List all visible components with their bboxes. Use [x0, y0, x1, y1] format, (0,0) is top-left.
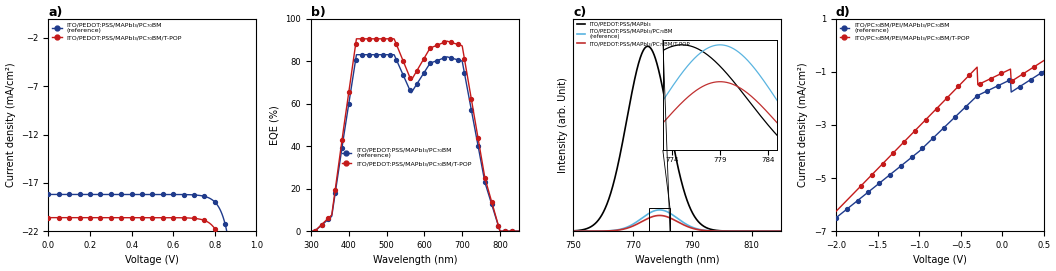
- Text: d): d): [836, 6, 851, 18]
- Bar: [649, 208, 670, 231]
- Legend: ITO/PEDOT:PSS/MAPbI₃/PC₇₀BM
(reference), ITO/PEDOT:PSS/MAPbI₃/PC₇₀BM/T-POP: ITO/PEDOT:PSS/MAPbI₃/PC₇₀BM (reference),…: [52, 22, 183, 41]
- Text: c): c): [573, 6, 587, 18]
- Legend: ITO/PC₇₀BM/PEI/MAPbI₃/PC₇₀BM
(reference), ITO/PC₇₀BM/PEI/MAPbI₃/PC₇₀BM/T-POP: ITO/PC₇₀BM/PEI/MAPbI₃/PC₇₀BM (reference)…: [840, 22, 970, 41]
- X-axis label: Voltage (V): Voltage (V): [126, 256, 180, 265]
- Y-axis label: Intensity (arb. Unit): Intensity (arb. Unit): [558, 77, 568, 173]
- Y-axis label: Current density (mA/cm²): Current density (mA/cm²): [5, 63, 16, 187]
- X-axis label: Wavelength (nm): Wavelength (nm): [373, 256, 457, 265]
- Y-axis label: EQE (%): EQE (%): [270, 105, 280, 145]
- Legend: ITO/PEDOT:PSS/MAPbI₃, ITO/PEDOT:PSS/MAPbI₃/PC₇₀BM
(reference), ITO/PEDOT:PSS/MAP: ITO/PEDOT:PSS/MAPbI₃, ITO/PEDOT:PSS/MAPb…: [577, 21, 691, 47]
- X-axis label: Wavelength (nm): Wavelength (nm): [635, 256, 720, 265]
- Text: b): b): [310, 6, 325, 18]
- Legend: ITO/PEDOT:PSS/MAPbI₃/PC₇₀BM
(reference), ITO/PEDOT:PSS/MAPbI₃/PC₇₀BM/T-POP: ITO/PEDOT:PSS/MAPbI₃/PC₇₀BM (reference),…: [339, 145, 474, 169]
- Y-axis label: Current density (mA/cm²): Current density (mA/cm²): [798, 63, 808, 187]
- X-axis label: Voltage (V): Voltage (V): [913, 256, 967, 265]
- Text: a): a): [49, 6, 63, 18]
